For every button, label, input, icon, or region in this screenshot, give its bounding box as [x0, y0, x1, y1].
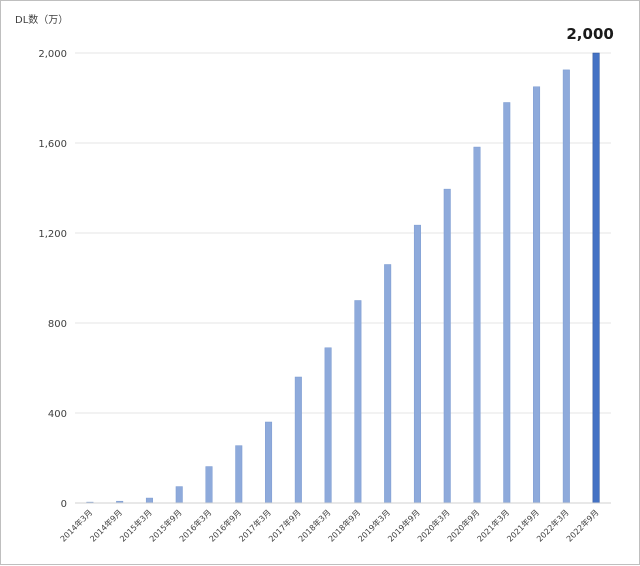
bar: [145, 497, 153, 504]
bar: [324, 347, 332, 504]
bar: [562, 69, 570, 504]
bar: [354, 300, 362, 504]
bar: [294, 376, 302, 504]
bar: [443, 188, 451, 504]
bar: [265, 421, 273, 504]
bar: [384, 264, 392, 504]
bar: [473, 146, 481, 504]
bar: [205, 466, 213, 504]
y-tick-label: 1,200: [38, 229, 67, 240]
bars: [86, 52, 600, 504]
y-axis-ticks: 0 400 800 1,200 1,600 2,000: [38, 49, 67, 510]
y-tick-label: 400: [48, 409, 67, 420]
bar: [533, 86, 541, 504]
bar: [235, 445, 243, 504]
y-axis-label: DL数（万）: [15, 13, 68, 26]
x-tick-label: 2022年9月: [564, 507, 600, 543]
y-tick-label: 2,000: [38, 49, 67, 60]
highlight-annotation: 2,000: [566, 25, 613, 43]
bar: [413, 224, 421, 504]
bar: [503, 102, 511, 504]
x-axis-ticks: 2014年3月2014年9月2015年3月2015年9月2016年3月2016年…: [58, 507, 601, 543]
bar: [175, 486, 183, 504]
gridlines: [75, 52, 611, 414]
bar-highlight: [592, 52, 600, 504]
y-tick-label: 0: [61, 499, 67, 510]
y-tick-label: 800: [48, 319, 67, 330]
y-tick-label: 1,600: [38, 139, 67, 150]
